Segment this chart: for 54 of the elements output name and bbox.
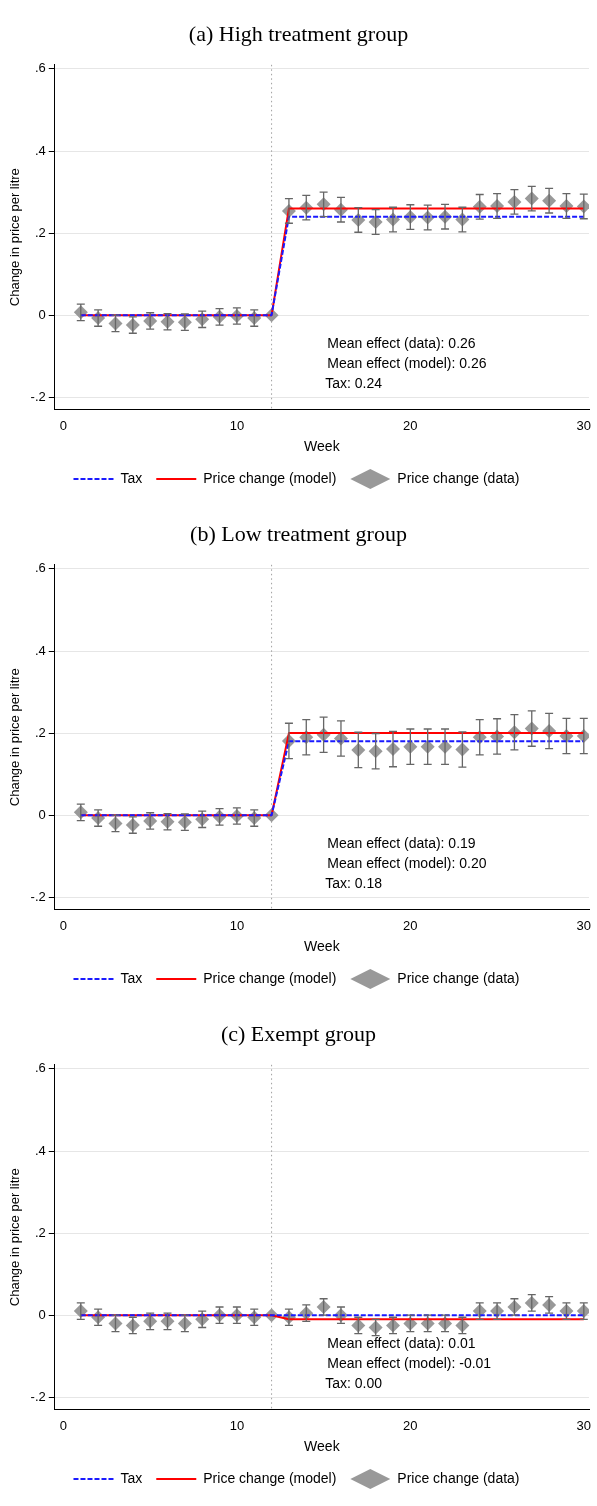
y-tick-label: -.2 (30, 1388, 46, 1404)
annotation: Mean effect (data): 0.26 (327, 335, 476, 352)
annotation: Tax: 0.24 (325, 375, 383, 392)
y-tick-label: .4 (34, 642, 46, 658)
legend-label: Price change (data) (397, 469, 520, 486)
chart-title: (b) Low treatment group (189, 520, 408, 548)
y-tick-label: -.2 (30, 388, 46, 404)
x-tick-label: 20 (403, 1417, 418, 1433)
y-tick-label: .6 (34, 560, 46, 576)
legend-label: Tax (120, 969, 143, 986)
annotation: Mean effect (model): -0.01 (327, 1355, 492, 1372)
annotation: Tax: 0.00 (325, 1375, 383, 1392)
legend-label: Price change (model) (203, 469, 337, 486)
annotation: Mean effect (data): 0.01 (327, 1335, 476, 1352)
x-tick-label: 0 (59, 917, 68, 933)
annotation: Mean effect (data): 0.19 (327, 835, 476, 852)
x-tick-label: 10 (229, 417, 245, 433)
annotation: Tax: 0.18 (325, 875, 383, 892)
y-tick-label: .6 (34, 1060, 46, 1076)
y-tick-label: .4 (34, 1142, 46, 1158)
legend-label: Price change (data) (397, 1469, 520, 1486)
y-tick-label: -.2 (30, 888, 46, 904)
chart-title: (c) Exempt group (219, 1020, 378, 1048)
annotation: Mean effect (model): 0.26 (327, 355, 487, 372)
x-tick-label: 30 (576, 417, 592, 433)
x-axis-title: Week (304, 938, 341, 955)
y-axis-title: Change in price per litre (7, 668, 23, 807)
x-tick-label: 20 (403, 417, 418, 433)
annotation: Mean effect (model): 0.20 (327, 855, 487, 872)
legend-label: Price change (model) (203, 969, 337, 986)
y-tick-label: 0 (38, 306, 46, 322)
x-tick-label: 0 (59, 417, 68, 433)
x-tick-label: 20 (403, 917, 418, 933)
legend-label: Tax (120, 1469, 143, 1486)
x-axis-title: Week (304, 1438, 341, 1455)
y-tick-label: .2 (34, 1224, 46, 1240)
y-tick-label: .2 (34, 724, 46, 740)
chart-title: (a) High treatment group (187, 20, 410, 48)
legend-label: Price change (data) (397, 969, 520, 986)
x-tick-label: 10 (229, 1417, 245, 1433)
y-axis-title: Change in price per litre (7, 1168, 23, 1307)
x-axis-title: Week (304, 438, 341, 455)
legend-label: Tax (120, 469, 143, 486)
x-tick-label: 30 (576, 917, 592, 933)
y-tick-label: 0 (38, 806, 46, 822)
x-tick-label: 0 (59, 1417, 68, 1433)
x-tick-label: 30 (576, 1417, 592, 1433)
y-tick-label: 0 (38, 1306, 46, 1322)
legend-label: Price change (model) (203, 1469, 337, 1486)
y-tick-label: .2 (34, 224, 46, 240)
y-tick-label: .4 (34, 142, 46, 158)
y-axis-title: Change in price per litre (7, 168, 23, 307)
x-tick-label: 10 (229, 917, 245, 933)
y-tick-label: .6 (34, 60, 46, 76)
